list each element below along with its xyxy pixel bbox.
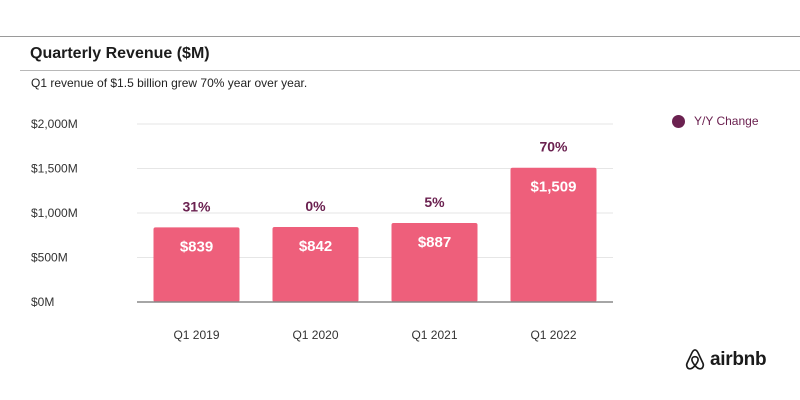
yoy-change-label: 70%: [539, 139, 568, 155]
x-tick-label: Q1 2022: [530, 328, 576, 342]
legend-swatch-icon: [672, 114, 685, 128]
y-tick-label: $1,500M: [31, 162, 78, 176]
brand-name: airbnb: [710, 349, 767, 370]
y-tick-label: $500M: [31, 251, 68, 265]
y-tick-label: $1,000M: [31, 206, 78, 220]
x-tick-label: Q1 2019: [173, 328, 219, 342]
bar: [510, 167, 597, 302]
airbnb-logo-icon: [685, 349, 705, 370]
bar-value-label: $842: [299, 238, 332, 255]
legend: Y/Y Change: [672, 112, 759, 130]
legend-label: Y/Y Change: [694, 114, 759, 128]
chart-title: Quarterly Revenue ($M): [30, 45, 210, 62]
bar: [272, 227, 359, 302]
bar: [153, 227, 240, 302]
bar: [391, 223, 478, 302]
bar-value-label: $1,509: [531, 179, 577, 196]
bar-value-label: $839: [180, 238, 213, 255]
yoy-change-label: 0%: [305, 198, 326, 214]
brand-logo: airbnb: [684, 348, 767, 372]
x-tick-label: Q1 2021: [411, 328, 457, 342]
bar-value-label: $887: [418, 234, 451, 251]
y-tick-label: $2,000M: [31, 117, 78, 131]
top-divider: [0, 36, 800, 37]
title-divider: [20, 70, 800, 71]
yoy-change-label: 5%: [424, 194, 445, 210]
x-tick-label: Q1 2020: [292, 328, 338, 342]
yoy-change-label: 31%: [182, 198, 211, 214]
y-tick-label: $0M: [31, 295, 54, 309]
chart-subtitle: Q1 revenue of $1.5 billion grew 70% year…: [31, 76, 308, 90]
